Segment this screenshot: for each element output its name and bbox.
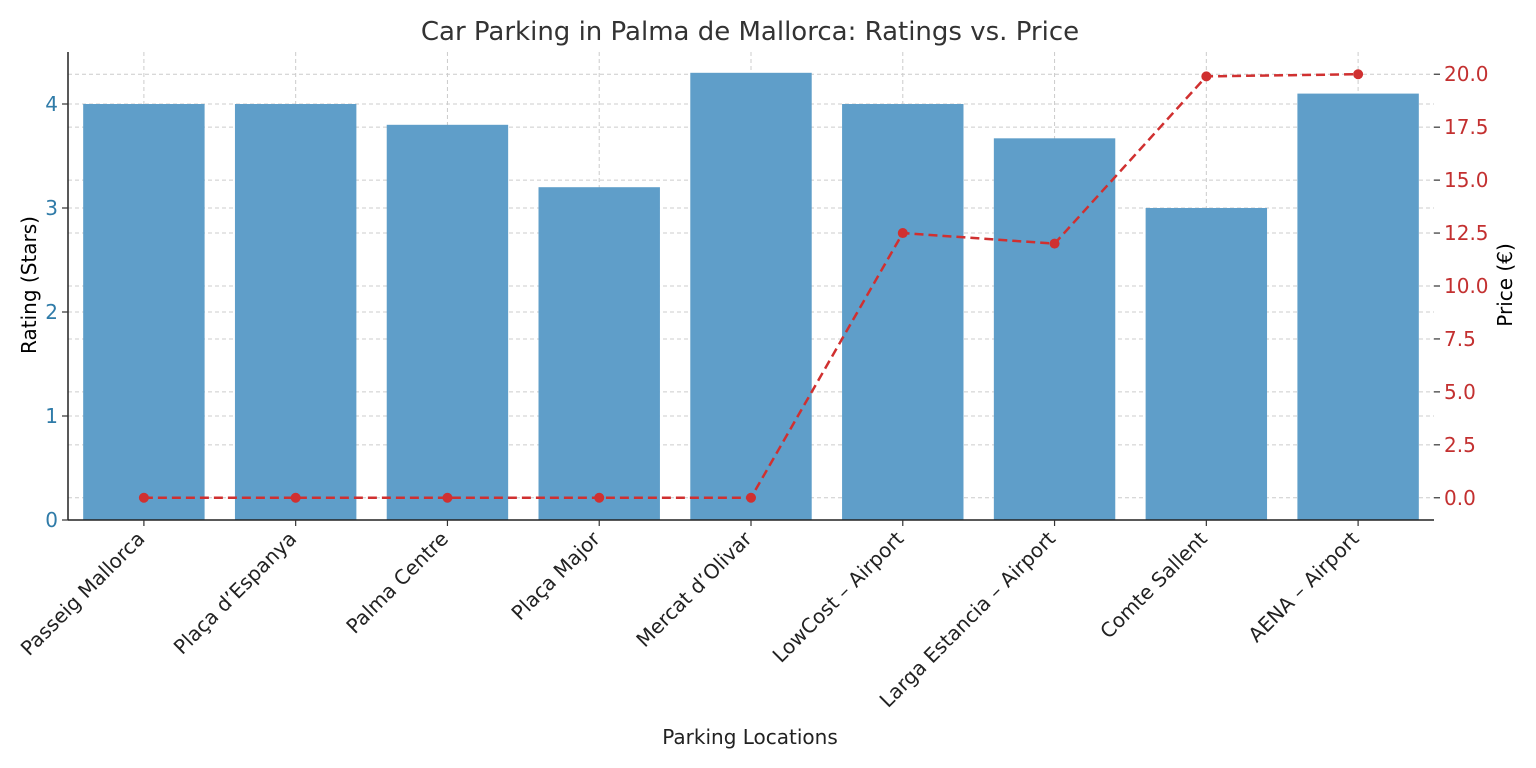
y-axis-label: Rating (Stars) [17, 216, 41, 354]
right-tick-label: 5.0 [1444, 380, 1476, 404]
x-tick-label: Plaça Major [506, 526, 605, 625]
price-point [746, 492, 756, 503]
price-point [594, 492, 605, 503]
x-tick-label: Passeig Mallorca [16, 527, 150, 661]
left-tick-label: 4 [45, 92, 58, 116]
left-tick-label: 3 [45, 196, 58, 220]
x-tick-label: LowCost – Airport [768, 526, 909, 667]
bar [842, 104, 964, 520]
bar [386, 124, 509, 521]
right-tick-label: 20.0 [1444, 62, 1489, 86]
bar [1297, 93, 1419, 520]
x-tick-label: AENA – Airport [1243, 526, 1363, 646]
y2-axis-label: Price (€) [1493, 243, 1517, 326]
bar [993, 138, 1116, 520]
price-point [290, 492, 301, 503]
left-tick-label: 2 [45, 300, 58, 324]
bars [83, 72, 1419, 521]
bar [234, 104, 357, 520]
right-tick-label: 15.0 [1444, 168, 1489, 192]
x-tick-label: Mercat d’Olivar [631, 526, 757, 652]
chart-title: Car Parking in Palma de Mallorca: Rating… [421, 17, 1079, 47]
right-tick-label: 2.5 [1444, 433, 1476, 457]
right-tick-label: 7.5 [1444, 327, 1476, 351]
bar [1145, 208, 1268, 520]
left-tick-label: 1 [45, 404, 58, 428]
category-labels: Passeig Mallorca Plaça d’Espanya Palma Cen… [16, 520, 1364, 712]
x-tick-label: Comte Sallent [1095, 526, 1212, 643]
x-axis-label: Parking Locations [662, 725, 838, 749]
x-tick-label: Larga Estancia – Airport [875, 526, 1061, 712]
price-point [1049, 238, 1060, 249]
bar [690, 72, 812, 521]
left-tick-label: 0 [45, 508, 58, 532]
bar [538, 187, 660, 520]
x-tick-label: Palma Centre [341, 527, 453, 639]
right-tick-label: 10.0 [1444, 274, 1489, 298]
left-axis-ticks: 0 1 2 3 4 [45, 92, 68, 532]
x-tick-label: Plaça d’Espanya [169, 527, 301, 659]
price-point [1353, 69, 1364, 80]
right-tick-label: 12.5 [1444, 221, 1489, 245]
right-tick-label: 17.5 [1444, 115, 1489, 139]
price-point [1201, 71, 1212, 82]
right-axis-ticks: 0.0 2.5 5.0 7.5 10.0 12.5 15.0 17.5 20.0 [1434, 62, 1489, 510]
price-line [138, 69, 1364, 503]
price-point [442, 492, 453, 503]
bar [83, 104, 205, 520]
right-tick-label: 0.0 [1444, 486, 1476, 510]
price-point [138, 492, 149, 503]
price-point [897, 228, 908, 239]
